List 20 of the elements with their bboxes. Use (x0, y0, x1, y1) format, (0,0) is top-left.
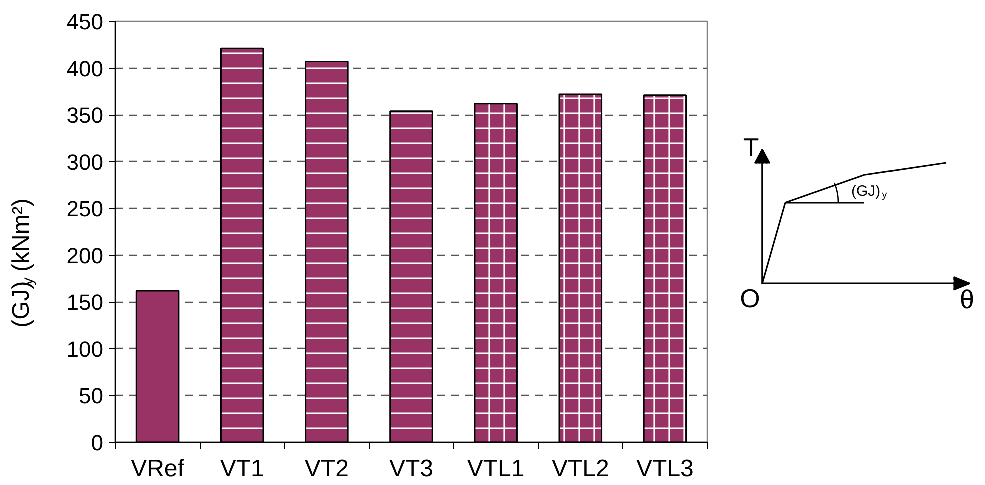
y-tick-label: 50 (79, 384, 104, 409)
x-tick-label: VTL2 (552, 456, 610, 482)
y-tick-label: 100 (66, 336, 104, 362)
x-tick-label: VTL3 (636, 456, 694, 482)
text: θ (960, 284, 975, 314)
y-tick-label: 150 (66, 290, 104, 316)
y-tick-label: 350 (66, 103, 104, 128)
x-tick-label: VT2 (304, 456, 349, 482)
y-tick-label: 400 (66, 56, 104, 82)
y-tick-label: 450 (66, 10, 104, 34)
x-tick-label: VRef (131, 456, 185, 482)
y-tick-label: 0 (91, 430, 104, 456)
y-tick-label: 250 (66, 196, 104, 222)
text: O (740, 283, 760, 314)
x-tick-label: VTL1 (467, 456, 525, 482)
y-tick-label: 300 (66, 150, 104, 175)
x-tick-label: VT3 (389, 456, 434, 482)
x-tick-label: VT1 (220, 456, 264, 482)
y-tick-label: 200 (66, 243, 104, 268)
text: T (743, 132, 760, 162)
